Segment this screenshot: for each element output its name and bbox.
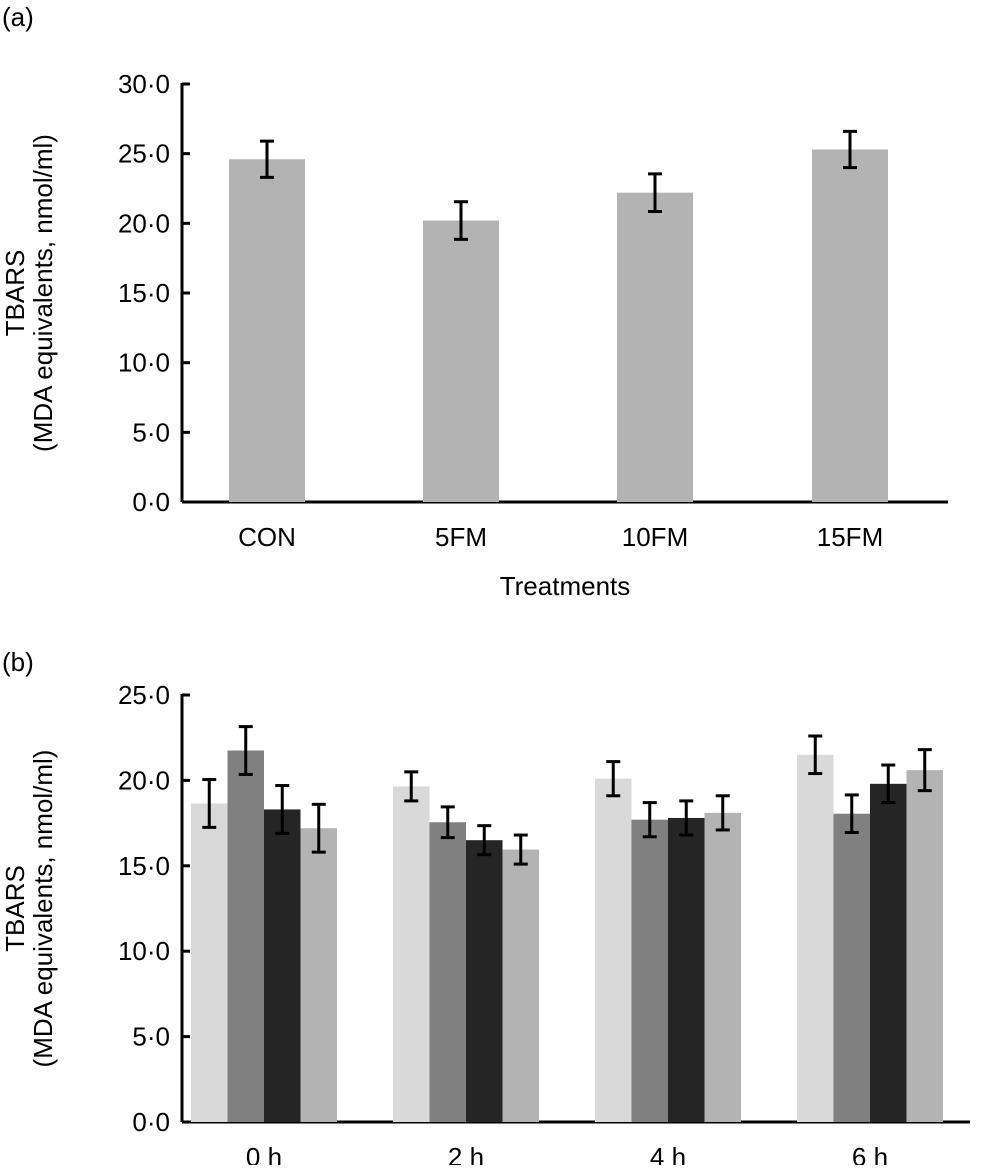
bar <box>797 754 834 1122</box>
x-tick-label: 6 h <box>852 1142 888 1165</box>
bar <box>466 840 503 1122</box>
panel-label: (b) <box>2 647 34 677</box>
bar <box>870 783 907 1122</box>
panel-label: (a) <box>2 2 34 32</box>
x-tick-label: 4 h <box>650 1142 686 1165</box>
bar <box>227 750 264 1122</box>
y-tick-label: 15·0 <box>118 278 170 308</box>
bar <box>229 159 305 503</box>
x-tick-label: 10FM <box>622 522 688 552</box>
y-tick-label: 25·0 <box>118 680 170 710</box>
bar <box>264 809 301 1122</box>
y-axis-label-units: (MDA equivalents, nmol/ml) <box>28 134 58 452</box>
bar <box>423 220 499 502</box>
x-axis-label: Treatments <box>500 571 631 601</box>
bar <box>833 813 870 1122</box>
x-tick-label: CON <box>238 522 296 552</box>
bar <box>631 819 668 1122</box>
x-tick-label: 5FM <box>435 522 487 552</box>
x-tick-label: 2 h <box>448 1142 484 1165</box>
y-axis-label: TBARS <box>0 250 30 337</box>
bar <box>812 149 888 502</box>
y-tick-label: 20·0 <box>118 208 170 238</box>
bar <box>704 812 741 1122</box>
bar <box>595 778 632 1122</box>
x-tick-label: 15FM <box>817 522 883 552</box>
y-tick-label: 5·0 <box>132 1022 170 1052</box>
y-tick-label: 20·0 <box>118 765 170 795</box>
bar <box>502 849 539 1122</box>
bar <box>393 786 430 1122</box>
y-tick-label: 30·0 <box>118 69 170 99</box>
bar <box>668 817 705 1122</box>
y-tick-label: 10·0 <box>118 348 170 378</box>
bar <box>191 803 228 1122</box>
y-tick-label: 15·0 <box>118 851 170 881</box>
y-tick-label: 10·0 <box>118 936 170 966</box>
y-tick-label: 0·0 <box>132 1107 170 1137</box>
bar <box>906 770 943 1122</box>
y-tick-label: 25·0 <box>118 139 170 169</box>
y-tick-label: 0·0 <box>132 487 170 517</box>
y-axis-label-units: (MDA equivalents, nmol/ml) <box>28 750 58 1068</box>
bar <box>300 828 337 1122</box>
bar <box>617 192 693 502</box>
y-axis-label: TBARS <box>0 865 30 952</box>
x-tick-label: 0 h <box>246 1142 282 1165</box>
y-tick-label: 5·0 <box>132 417 170 447</box>
bar <box>429 822 466 1122</box>
